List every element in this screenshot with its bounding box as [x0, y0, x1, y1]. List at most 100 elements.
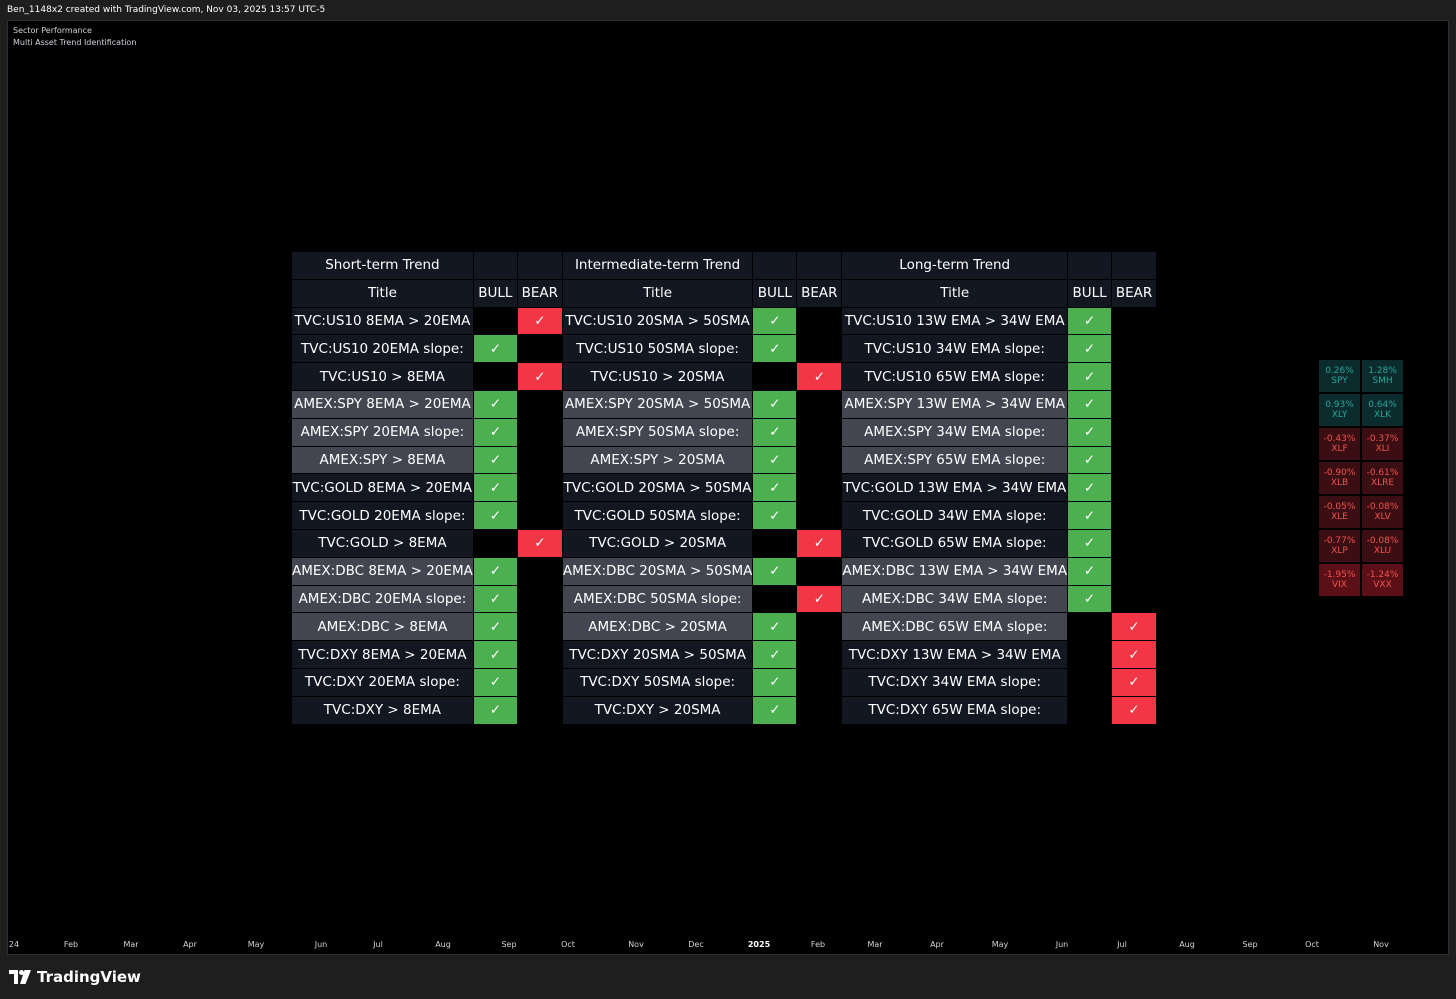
sector-tile: 0.64% XLK [1362, 394, 1403, 426]
time-axis-label: 24 [8, 940, 20, 949]
bear-cell-empty [516, 473, 563, 503]
bull-check-icon: ✓ [1067, 584, 1113, 614]
bear-cell-empty [1111, 362, 1158, 391]
column-header-title: Title [291, 278, 474, 308]
time-axis-label: Jul [1117, 940, 1127, 949]
header-spacer [752, 251, 798, 280]
bear-cell-empty [516, 556, 563, 586]
bull-cell-empty [752, 584, 798, 614]
bear-cell-empty [516, 445, 563, 475]
time-axis-label: May [991, 940, 1009, 949]
indicator-title-trend-identification[interactable]: Multi Asset Trend Identification [13, 38, 137, 47]
time-axis-label: Oct [561, 940, 575, 949]
time-axis-label: Mar [867, 940, 883, 949]
bear-check-icon: ✓ [516, 528, 563, 558]
condition-title-intermediate: AMEX:SPY 20SMA > 50SMA [561, 389, 754, 419]
sector-tile: -0.37% XLI [1362, 428, 1403, 460]
bear-cell-empty [1111, 417, 1158, 447]
bear-cell-empty [1111, 306, 1158, 336]
condition-title-long: TVC:GOLD 13W EMA > 34W EMA [841, 473, 1069, 503]
condition-title-long: AMEX:DBC 34W EMA slope: [841, 584, 1069, 614]
bear-cell-empty [796, 445, 843, 475]
time-axis-label: 2025 [747, 940, 771, 949]
sector-tile: -0.05% XLE [1319, 496, 1360, 528]
bear-cell-empty [796, 501, 843, 530]
sector-tile: 0.93% XLY [1319, 394, 1360, 426]
bear-cell-empty [516, 695, 563, 725]
sector-change: 0.64% [1368, 400, 1397, 410]
header-spacer [1067, 251, 1113, 280]
table-row: TVC:GOLD 20EMA slope: ✓ TVC:GOLD 50SMA slo… [291, 501, 1158, 530]
sector-change: 0.93% [1325, 400, 1354, 410]
header-spacer [1111, 251, 1158, 280]
bull-check-icon: ✓ [472, 445, 518, 475]
table-row: AMEX:DBC > 8EMA ✓ AMEX:DBC > 20SMA ✓ AMEX:DB… [291, 612, 1158, 642]
chart-pane[interactable]: Sector Performance Multi Asset Trend Ide… [7, 20, 1449, 955]
bull-check-icon: ✓ [472, 584, 518, 614]
header-spacer [472, 251, 518, 280]
condition-title-long: TVC:GOLD 65W EMA slope: [841, 528, 1069, 558]
sector-symbol: SMH [1372, 376, 1393, 386]
time-axis-label: Apr [930, 940, 944, 949]
group-header-intermediate: Intermediate-term Trend [561, 251, 754, 280]
table-row: TVC:US10 > 8EMA ✓ TVC:US10 > 20SMA ✓ TVC:US1… [291, 362, 1158, 391]
condition-title-short: AMEX:SPY 8EMA > 20EMA [291, 389, 474, 419]
sector-symbol: SPY [1331, 376, 1348, 386]
bear-cell-empty [1111, 445, 1158, 475]
condition-title-short: TVC:DXY 20EMA slope: [291, 667, 474, 697]
condition-title-long: TVC:DXY 34W EMA slope: [841, 667, 1069, 697]
tradingview-logo-text: TradingView [37, 968, 141, 986]
bull-check-icon: ✓ [1067, 389, 1113, 419]
bull-cell-empty [752, 528, 798, 558]
table-row: AMEX:DBC 20EMA slope: ✓ AMEX:DBC 50SMA slo… [291, 584, 1158, 614]
column-header-bear: BEAR [1111, 278, 1158, 308]
column-header-bull: BULL [472, 278, 518, 308]
table-row: TVC:DXY 20EMA slope: ✓ TVC:DXY 50SMA slope… [291, 667, 1158, 697]
condition-title-intermediate: TVC:US10 20SMA > 50SMA [561, 306, 754, 336]
sector-symbol: XLK [1373, 410, 1392, 420]
bull-check-icon: ✓ [472, 334, 518, 364]
tradingview-logo[interactable]: TradingView [9, 967, 141, 987]
condition-title-short: TVC:US10 > 8EMA [291, 362, 474, 391]
bull-check-icon: ✓ [472, 612, 518, 642]
time-axis-label: Sep [1242, 940, 1258, 949]
condition-title-intermediate: TVC:US10 50SMA slope: [561, 334, 754, 364]
condition-title-long: TVC:US10 13W EMA > 34W EMA [841, 306, 1069, 336]
bear-check-icon: ✓ [796, 528, 843, 558]
time-axis-label: Sep [501, 940, 517, 949]
sector-tile: -0.43% XLF [1319, 428, 1360, 460]
time-axis-label: Dec [688, 940, 704, 949]
condition-title-short: AMEX:SPY 20EMA slope: [291, 417, 474, 447]
bear-check-icon: ✓ [1111, 695, 1158, 725]
time-axis[interactable]: 24 Feb Mar Apr May Jun Jul Aug Sep Oct Nov Dec 2025 F… [8, 940, 1448, 954]
tradingview-logo-icon [9, 970, 31, 984]
table-row: AMEX:SPY 20EMA slope: ✓ AMEX:SPY 50SMA slo… [291, 417, 1158, 447]
chart-caption: Ben_1148x2 created with TradingView.com,… [7, 5, 326, 15]
time-axis-label: Jun [314, 940, 328, 949]
bull-cell-empty [472, 306, 518, 336]
bull-check-icon: ✓ [472, 417, 518, 447]
sector-symbol: XLF [1331, 444, 1348, 454]
sector-tile: -1.24% VXX [1362, 564, 1403, 596]
bear-check-icon: ✓ [1111, 612, 1158, 642]
condition-title-intermediate: TVC:DXY 20SMA > 50SMA [561, 640, 754, 669]
indicator-title-sector-performance[interactable]: Sector Performance [13, 26, 92, 35]
bull-check-icon: ✓ [1067, 362, 1113, 391]
condition-title-short: TVC:DXY 8EMA > 20EMA [291, 640, 474, 669]
condition-title-short: AMEX:DBC > 8EMA [291, 612, 474, 642]
sector-change: -0.37% [1366, 434, 1399, 444]
sector-symbol: XLV [1374, 512, 1391, 522]
bear-check-icon: ✓ [1111, 667, 1158, 697]
bear-cell-empty [516, 667, 563, 697]
bear-cell-empty [516, 584, 563, 614]
bear-cell-empty [1111, 334, 1158, 364]
bear-cell-empty [796, 612, 843, 642]
bear-cell-empty [796, 306, 843, 336]
condition-title-intermediate: AMEX:DBC > 20SMA [561, 612, 754, 642]
trend-table: Short-term Trend Intermediate-term Trend… [291, 251, 1158, 725]
condition-title-short: AMEX:DBC 8EMA > 20EMA [291, 556, 474, 586]
bull-cell-empty [1067, 612, 1113, 642]
table-row: AMEX:DBC 8EMA > 20EMA ✓ AMEX:DBC 20SMA > 5… [291, 556, 1158, 586]
table-row: TVC:US10 8EMA > 20EMA ✓ TVC:US10 20SMA > 5… [291, 306, 1158, 336]
bear-cell-empty [516, 389, 563, 419]
